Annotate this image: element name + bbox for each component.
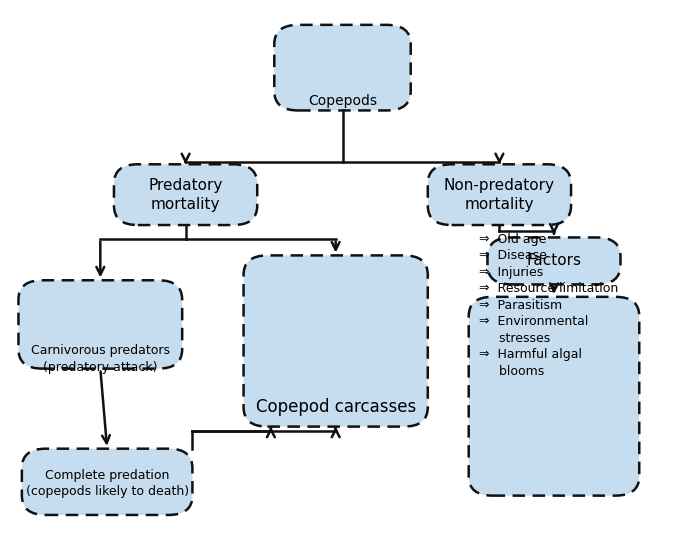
Text: Copepods: Copepods [308,94,377,108]
FancyBboxPatch shape [427,164,571,225]
Text: Non-predatory
mortality: Non-predatory mortality [444,178,555,212]
Text: Copepod carcasses: Copepod carcasses [256,398,416,416]
Text: Factors: Factors [527,254,582,269]
FancyBboxPatch shape [488,238,621,284]
FancyBboxPatch shape [22,448,192,515]
FancyBboxPatch shape [244,255,427,427]
FancyBboxPatch shape [274,25,411,110]
Text: Predatory
mortality: Predatory mortality [149,178,223,212]
Text: Carnivorous predators
(predatory attack): Carnivorous predators (predatory attack) [31,345,170,374]
Text: ⇒  Old age
⇒  Disease
⇒  Injuries
⇒  Resource limitation
⇒  Parasitism
⇒  Enviro: ⇒ Old age ⇒ Disease ⇒ Injuries ⇒ Resourc… [479,233,618,377]
FancyBboxPatch shape [469,297,639,496]
Text: Complete predation
(copepods likely to death): Complete predation (copepods likely to d… [25,469,188,498]
FancyBboxPatch shape [114,164,258,225]
FancyBboxPatch shape [18,280,182,369]
